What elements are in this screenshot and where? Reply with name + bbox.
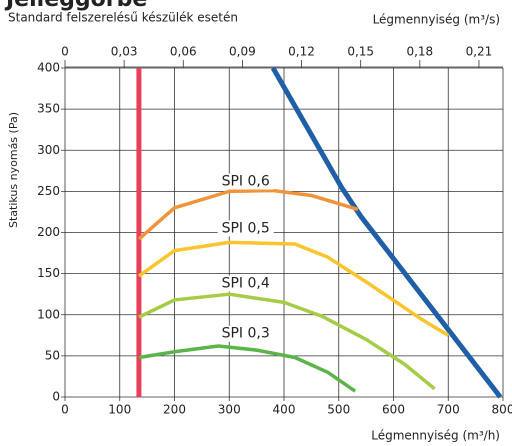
label-bg [217, 275, 274, 292]
series-line [137, 188, 359, 241]
y-tick-label: 250 [37, 184, 60, 198]
label-bg [217, 325, 274, 342]
x-tick-label: 700 [437, 403, 460, 417]
chart-title: Jelleggörbe [4, 0, 147, 12]
x2-tick-label: 0,15 [347, 45, 374, 59]
x-tick-label: 800 [492, 403, 512, 417]
y-tick-label: 50 [45, 348, 60, 362]
series-line [137, 240, 450, 337]
series-line [138, 344, 357, 393]
label-bg [217, 220, 274, 237]
series-label: SPI 0,3 [222, 326, 270, 342]
y-tick-label: 150 [37, 266, 60, 280]
y-tick-label: 200 [37, 225, 60, 239]
x2-tick-label: 0,18 [406, 45, 433, 59]
x2-axis-label: Légmennyiség (m³/s) [373, 13, 500, 27]
x-tick-label: 200 [163, 403, 186, 417]
x2-tick-label: 0,03 [111, 45, 138, 59]
y-axis-label: Statikus nyomás (Pa) [7, 112, 20, 228]
x-axis-label: Légmennyiség (m³/h) [371, 429, 500, 443]
y-tick-label: 100 [37, 307, 60, 321]
x-tick-label: 0 [61, 403, 69, 417]
series-label: SPI 0,6 [222, 174, 270, 190]
series-line [138, 292, 436, 391]
y-tick-label: 0 [52, 390, 60, 404]
x-tick-label: 100 [108, 403, 131, 417]
y-tick-label: 350 [37, 102, 60, 116]
label-bg [217, 173, 274, 190]
y-tick-label: 300 [37, 143, 60, 157]
x2-tick-label: 0,06 [170, 45, 197, 59]
series-line [270, 66, 503, 399]
y-tick-label: 400 [37, 61, 60, 75]
x2-tick-label: 0 [61, 45, 69, 59]
x-tick-label: 400 [273, 403, 296, 417]
series-label: SPI 0,5 [222, 220, 270, 236]
series-label: SPI 0,4 [222, 275, 270, 291]
x2-tick-label: 0,09 [229, 45, 256, 59]
x-tick-label: 600 [382, 403, 405, 417]
x2-tick-label: 0,21 [466, 45, 493, 59]
subtitle: Standard felszerelésű készülék esetén [8, 11, 238, 25]
x-tick-label: 500 [327, 403, 350, 417]
x2-tick-label: 0,12 [288, 45, 315, 59]
x-tick-label: 300 [218, 403, 241, 417]
